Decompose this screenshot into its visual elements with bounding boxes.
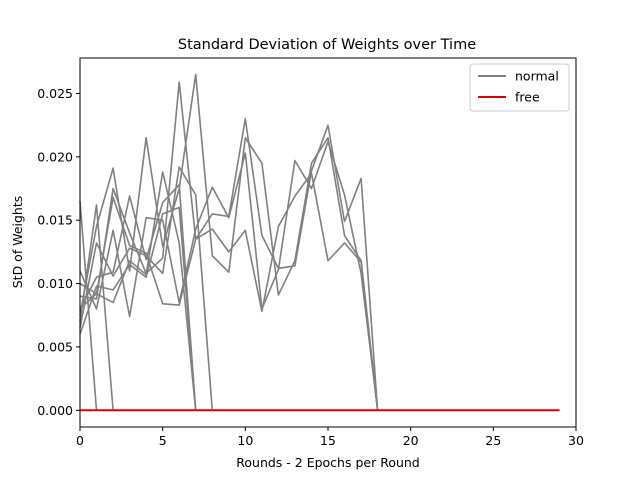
- series-line-normal-9: [79, 183, 197, 411]
- x-tick-label: 30: [568, 433, 584, 448]
- series-line-normal-5: [79, 81, 379, 411]
- y-tick-label: 0.010: [37, 276, 73, 291]
- y-tick-label: 0.020: [37, 149, 73, 164]
- x-tick-label: 25: [485, 433, 501, 448]
- series-line-normal-7: [79, 140, 379, 411]
- y-axis-label: StD of Weights: [10, 196, 25, 289]
- series-line-normal-1: [79, 201, 98, 411]
- series-line-normal-6: [79, 73, 379, 411]
- x-axis: 0 5 10 15 20 25 30: [76, 427, 584, 448]
- y-tick-label: 0.025: [37, 86, 73, 101]
- chart-title: Standard Deviation of Weights over Time: [178, 37, 476, 53]
- legend: normal free: [469, 63, 570, 112]
- y-axis: 0.000 0.005 0.010 0.015 0.020 0.025: [37, 86, 80, 418]
- legend-label-normal: normal: [515, 69, 559, 84]
- y-tick-label: 0.000: [37, 403, 73, 418]
- x-tick-label: 5: [159, 433, 167, 448]
- legend-label-free: free: [515, 90, 540, 105]
- x-tick-label: 0: [76, 433, 84, 448]
- plot-lines: [79, 73, 560, 412]
- y-tick-label: 0.005: [37, 339, 73, 354]
- x-tick-label: 10: [237, 433, 253, 448]
- x-axis-label: Rounds - 2 Epochs per Round: [236, 455, 420, 470]
- series-line-normal-8: [79, 172, 379, 411]
- x-tick-label: 15: [320, 433, 336, 448]
- x-tick-label: 20: [403, 433, 419, 448]
- series-line-normal-10: [79, 206, 197, 411]
- y-tick-label: 0.015: [37, 213, 73, 228]
